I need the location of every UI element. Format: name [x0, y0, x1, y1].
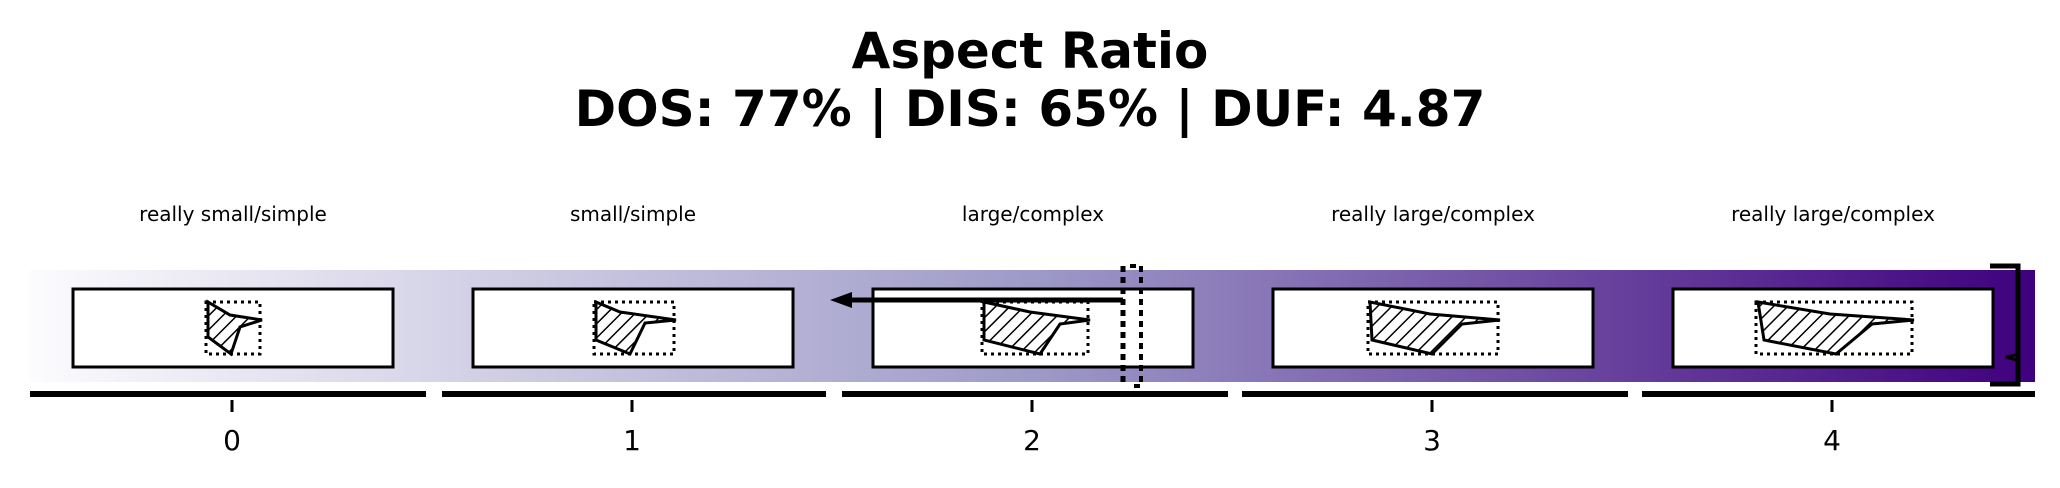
- shape-0: [206, 299, 263, 357]
- category-label-0: really small/simple: [139, 202, 327, 226]
- axis: [30, 391, 2035, 412]
- category-label-1: small/simple: [569, 202, 697, 226]
- category-box-4: [1671, 287, 1995, 369]
- bounding-box-4: [1754, 300, 1914, 356]
- end-bracket-notch: [2005, 353, 2017, 362]
- marker-right-bracket: [1130, 264, 1143, 388]
- category-label-4: really large/complex: [1731, 202, 1935, 226]
- chart-title: Aspect Ratio: [851, 22, 1209, 80]
- shape-2: [982, 300, 1091, 356]
- category-box-0: [71, 287, 395, 369]
- category-box-3: [1271, 287, 1595, 369]
- end-bracket: [1990, 263, 2021, 387]
- bounding-box-1: [592, 300, 676, 356]
- axis-tick-label-0: 0: [223, 424, 241, 457]
- axis-tick-label-4: 4: [1823, 424, 1841, 457]
- axis-tick-label-2: 2: [1023, 424, 1041, 457]
- category-label-2: large/complex: [961, 202, 1105, 226]
- shape-1: [594, 299, 677, 356]
- category-label-3: really large/complex: [1331, 202, 1535, 226]
- direction-arrow-head: [830, 292, 852, 308]
- category-box-1: [471, 287, 795, 369]
- chart-subtitle: DOS: 77% | DIS: 65% | DUF: 4.87: [574, 80, 1486, 138]
- shape-3: [1368, 300, 1501, 356]
- shape-4: [1756, 300, 1915, 356]
- bounding-box-0: [204, 300, 262, 356]
- axis-tick-label-1: 1: [623, 424, 641, 457]
- axis-tick-label-3: 3: [1423, 424, 1441, 457]
